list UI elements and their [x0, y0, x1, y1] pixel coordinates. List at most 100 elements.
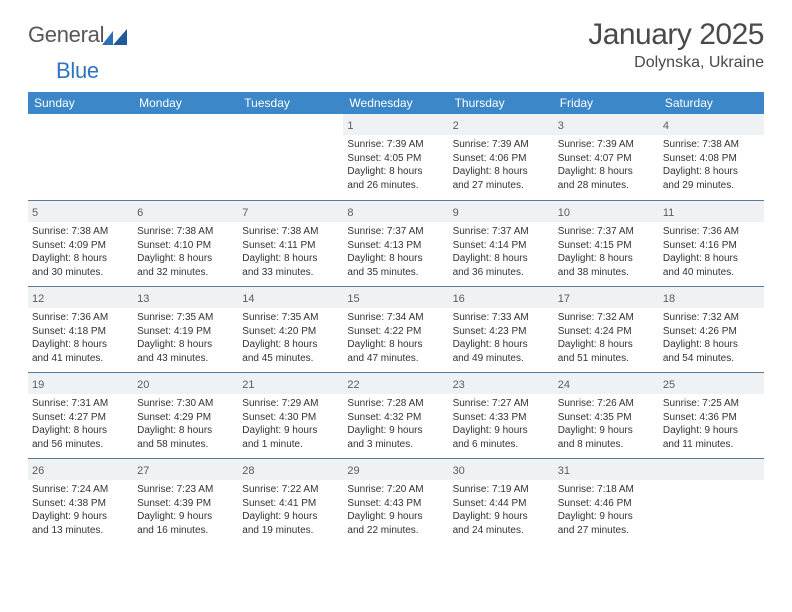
calendar-day-cell: 10 Sunrise: 7:37 AMSunset: 4:15 PMDayligh…: [554, 200, 659, 286]
sail-icon: [102, 27, 128, 45]
day-number: 14: [242, 293, 254, 305]
day-number: 23: [453, 379, 465, 391]
calendar-day-cell: 11 Sunrise: 7:36 AMSunset: 4:16 PMDayligh…: [659, 200, 764, 286]
day-info: Sunrise: 7:36 AMSunset: 4:18 PMDaylight:…: [28, 308, 133, 369]
day-number: 29: [347, 465, 359, 477]
calendar-day-cell: 2Sunrise: 7:39 AMSunset: 4:06 PMDaylight…: [449, 114, 554, 200]
day-number: 5: [32, 207, 38, 219]
day-info: Sunrise: 7:36 AMSunset: 4:16 PMDaylight:…: [659, 222, 764, 283]
day-number-bar: [659, 458, 764, 480]
calendar-week-row: 1Sunrise: 7:39 AMSunset: 4:05 PMDaylight…: [28, 114, 764, 200]
day-info: Sunrise: 7:23 AMSunset: 4:39 PMDaylight:…: [133, 480, 238, 541]
day-info: Sunrise: 7:20 AMSunset: 4:43 PMDaylight:…: [343, 480, 448, 541]
calendar-week-row: 19Sunrise: 7:31 AMSunset: 4:27 PMDayligh…: [28, 372, 764, 458]
day-number: 13: [137, 293, 149, 305]
day-number: 10: [558, 207, 570, 219]
calendar-day-cell: 5Sunrise: 7:38 AMSunset: 4:09 PMDaylight…: [28, 200, 133, 286]
day-info: [238, 135, 343, 142]
calendar-day-cell: 12Sunrise: 7:36 AMSunset: 4:18 PMDayligh…: [28, 286, 133, 372]
day-number-bar: 12: [28, 286, 133, 308]
day-number-bar: 31: [554, 458, 659, 480]
day-number: 20: [137, 379, 149, 391]
day-info: Sunrise: 7:37 AMSunset: 4:14 PMDaylight:…: [449, 222, 554, 283]
day-info: Sunrise: 7:25 AMSunset: 4:36 PMDaylight:…: [659, 394, 764, 455]
calendar-day-cell: 6Sunrise: 7:38 AMSunset: 4:10 PMDaylight…: [133, 200, 238, 286]
calendar-day-cell: 20Sunrise: 7:30 AMSunset: 4:29 PMDayligh…: [133, 372, 238, 458]
day-number: 15: [347, 293, 359, 305]
day-info: Sunrise: 7:29 AMSunset: 4:30 PMDaylight:…: [238, 394, 343, 455]
day-number-bar: 17: [554, 286, 659, 308]
day-info: Sunrise: 7:39 AMSunset: 4:06 PMDaylight:…: [449, 135, 554, 196]
calendar-day-cell: 30Sunrise: 7:19 AMSunset: 4:44 PMDayligh…: [449, 458, 554, 544]
weekday-header: Saturday: [659, 92, 764, 114]
day-number-bar: 23: [449, 372, 554, 394]
calendar-day-cell: 24Sunrise: 7:26 AMSunset: 4:35 PMDayligh…: [554, 372, 659, 458]
calendar-day-cell: [659, 458, 764, 544]
day-number-bar: 24: [554, 372, 659, 394]
day-number-bar: 3: [554, 114, 659, 135]
day-number-bar: 27: [133, 458, 238, 480]
calendar-day-cell: 9Sunrise: 7:37 AMSunset: 4:14 PMDaylight…: [449, 200, 554, 286]
calendar-day-cell: 7Sunrise: 7:38 AMSunset: 4:11 PMDaylight…: [238, 200, 343, 286]
calendar-day-cell: 3Sunrise: 7:39 AMSunset: 4:07 PMDaylight…: [554, 114, 659, 200]
calendar-day-cell: 21 Sunrise: 7:29 AMSunset: 4:30 PMDayligh…: [238, 372, 343, 458]
day-info: Sunrise: 7:38 AMSunset: 4:08 PMDaylight:…: [659, 135, 764, 196]
day-info: Sunrise: 7:28 AMSunset: 4:32 PMDaylight:…: [343, 394, 448, 455]
day-number-bar: 1: [343, 114, 448, 135]
day-info: Sunrise: 7:34 AMSunset: 4:22 PMDaylight:…: [343, 308, 448, 369]
day-number: 24: [558, 379, 570, 391]
day-number: 21: [242, 379, 254, 391]
day-number-bar: 15: [343, 286, 448, 308]
title-block: January 2025 Dolynska, Ukraine: [588, 18, 764, 72]
day-info: Sunrise: 7:38 AMSunset: 4:10 PMDaylight:…: [133, 222, 238, 283]
day-number-bar: [28, 114, 133, 135]
day-number: 26: [32, 465, 44, 477]
day-info: Sunrise: 7:37 AMSunset: 4:15 PMDaylight:…: [554, 222, 659, 283]
day-number: 7: [242, 207, 248, 219]
calendar-day-cell: 29 Sunrise: 7:20 AMSunset: 4:43 PMDayligh…: [343, 458, 448, 544]
day-number-bar: 30: [449, 458, 554, 480]
weekday-header: Friday: [554, 92, 659, 114]
day-number: 11: [663, 207, 674, 219]
day-number-bar: 7: [238, 200, 343, 222]
day-number-bar: 21: [238, 372, 343, 394]
day-number: 16: [453, 293, 465, 305]
logo: General: [28, 22, 128, 48]
day-number-bar: [133, 114, 238, 135]
weekday-header: Thursday: [449, 92, 554, 114]
day-number: 25: [663, 379, 675, 391]
day-info: Sunrise: 7:33 AMSunset: 4:23 PMDaylight:…: [449, 308, 554, 369]
day-info: Sunrise: 7:24 AMSunset: 4:38 PMDaylight:…: [28, 480, 133, 541]
calendar-day-cell: 16 Sunrise: 7:33 AMSunset: 4:23 PMDayligh…: [449, 286, 554, 372]
calendar-week-row: 26 Sunrise: 7:24 AMSunset: 4:38 PMDayligh…: [28, 458, 764, 544]
calendar-day-cell: 28Sunrise: 7:22 AMSunset: 4:41 PMDayligh…: [238, 458, 343, 544]
day-number: 8: [347, 207, 353, 219]
day-number: 19: [32, 379, 44, 391]
month-title: January 2025: [588, 18, 764, 52]
calendar-day-cell: 1Sunrise: 7:39 AMSunset: 4:05 PMDaylight…: [343, 114, 448, 200]
calendar-day-cell: [28, 114, 133, 200]
day-number-bar: 11: [659, 200, 764, 222]
day-number: 17: [558, 293, 570, 305]
calendar-day-cell: 4 Sunrise: 7:38 AMSunset: 4:08 PMDaylight…: [659, 114, 764, 200]
logo-word1: Genera: [28, 22, 100, 48]
day-info: Sunrise: 7:37 AMSunset: 4:13 PMDaylight:…: [343, 222, 448, 283]
calendar-day-cell: 22Sunrise: 7:28 AMSunset: 4:32 PMDayligh…: [343, 372, 448, 458]
calendar-day-cell: 25 Sunrise: 7:25 AMSunset: 4:36 PMDayligh…: [659, 372, 764, 458]
day-number: 3: [558, 120, 564, 132]
calendar-day-cell: 14 Sunrise: 7:35 AMSunset: 4:20 PMDayligh…: [238, 286, 343, 372]
calendar-day-cell: [133, 114, 238, 200]
calendar-table: Sunday Monday Tuesday Wednesday Thursday…: [28, 92, 764, 544]
day-number-bar: 8: [343, 200, 448, 222]
calendar-body: 1Sunrise: 7:39 AMSunset: 4:05 PMDaylight…: [28, 114, 764, 544]
calendar-page: General January 2025 Dolynska, Ukraine B…: [0, 0, 792, 564]
day-number-bar: 19: [28, 372, 133, 394]
calendar-day-cell: 15 Sunrise: 7:34 AMSunset: 4:22 PMDayligh…: [343, 286, 448, 372]
day-number-bar: 28: [238, 458, 343, 480]
day-info: Sunrise: 7:35 AMSunset: 4:20 PMDaylight:…: [238, 308, 343, 369]
day-number: 4: [663, 120, 669, 132]
day-number-bar: 18: [659, 286, 764, 308]
day-number: [242, 120, 245, 132]
calendar-day-cell: 8 Sunrise: 7:37 AMSunset: 4:13 PMDaylight…: [343, 200, 448, 286]
calendar-week-row: 12Sunrise: 7:36 AMSunset: 4:18 PMDayligh…: [28, 286, 764, 372]
